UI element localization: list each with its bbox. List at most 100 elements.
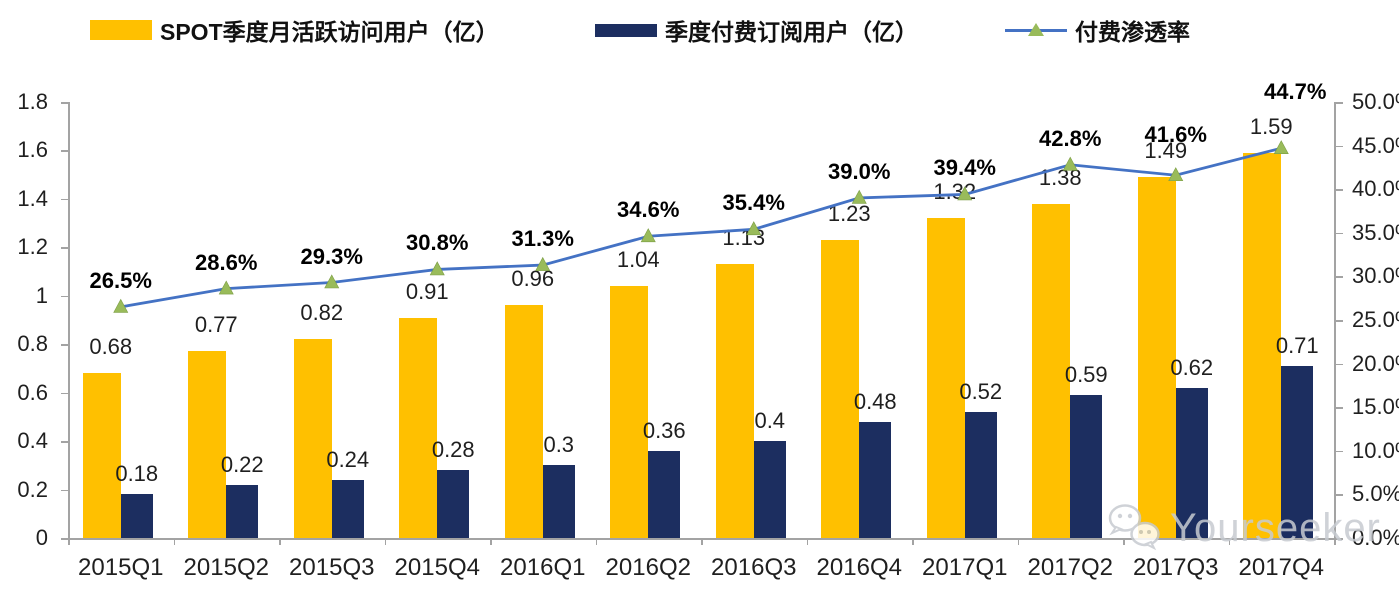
x-axis-tick: [806, 538, 808, 545]
left-axis-tick: [61, 198, 68, 201]
bar-value-label: 0.48: [853, 388, 897, 414]
bar-paid: [1070, 395, 1103, 538]
penetration-value-label: 44.7%: [1264, 79, 1327, 105]
triangle-marker-icon: [324, 274, 340, 289]
right-axis-tick: [1335, 363, 1343, 366]
left-axis-tick: [61, 295, 68, 298]
left-axis-tick-label: 1.4: [17, 185, 48, 211]
triangle-marker-icon: [1028, 23, 1044, 36]
bar-paid: [1281, 366, 1314, 538]
bar-mau: [504, 305, 543, 538]
legend-item-penetration: 付费渗透率: [1005, 16, 1190, 45]
right-axis-tick: [1335, 145, 1343, 148]
left-axis-tick-label: 0.2: [17, 476, 48, 502]
left-axis-tick: [61, 344, 68, 346]
paid-legend-swatch: [595, 23, 657, 37]
x-axis-tick: [68, 538, 70, 545]
right-axis-tick-label: 45.0%: [1352, 132, 1399, 158]
x-axis-category-label: 2016Q2: [605, 554, 691, 581]
bar-value-label: 0.59: [1064, 362, 1108, 388]
watermark: Yourseeker: [1104, 500, 1381, 556]
right-axis-tick: [1335, 450, 1343, 453]
x-axis-category-label: 2017Q2: [1027, 554, 1113, 581]
right-axis-tick: [1335, 494, 1343, 496]
legend-item-mau: SPOT季度月活跃访问用户（亿）: [90, 16, 499, 45]
bar-mau: [610, 286, 649, 538]
paid-legend-label: 季度付费订阅用户（亿）: [665, 19, 918, 45]
bar-value-label: 0.68: [89, 334, 133, 360]
left-axis-tick-label: 0.6: [17, 379, 48, 405]
penetration-value-label: 34.6%: [617, 197, 680, 223]
right-axis-tick: [1335, 538, 1343, 540]
bar-value-label: 1.59: [1249, 113, 1293, 139]
bar-mau: [715, 264, 754, 538]
right-axis-tick-label: 5.0%: [1352, 481, 1399, 507]
bar-paid: [542, 465, 575, 538]
x-axis-tick: [701, 538, 703, 545]
bar-paid: [753, 441, 786, 538]
bar-value-label: 1.13: [722, 225, 766, 251]
left-axis-tick-label: 1.8: [17, 89, 48, 114]
bar-value-label: 1.04: [616, 247, 660, 273]
x-axis-category-label: 2015Q3: [289, 554, 375, 581]
left-axis-tick-label: 0.4: [17, 428, 48, 454]
right-axis-line: [1334, 102, 1336, 538]
x-axis-tick: [1334, 538, 1336, 545]
bar-value-label: 0.71: [1275, 333, 1319, 359]
x-axis-tick: [279, 538, 281, 545]
mau-legend-label: SPOT季度月活跃访问用户（亿）: [160, 19, 499, 45]
penetration-line-path: [120, 146, 1282, 309]
bar-mau: [293, 339, 332, 538]
bar-paid: [120, 494, 153, 538]
x-axis-category-label: 2016Q4: [816, 554, 902, 581]
penetration-value-label: 31.3%: [511, 226, 574, 252]
left-axis-tick: [61, 441, 68, 443]
left-axis-line: [68, 102, 70, 538]
bar-paid: [437, 470, 470, 538]
right-axis-tick-label: 30.0%: [1352, 263, 1399, 289]
x-axis-tick: [1228, 538, 1230, 545]
right-axis-tick-label: 20.0%: [1352, 350, 1399, 376]
right-axis-tick: [1335, 232, 1343, 235]
x-axis-tick: [490, 538, 492, 545]
penetration-value-label: 42.8%: [1039, 125, 1102, 151]
bar-value-label: 1.38: [1038, 164, 1082, 190]
bar-value-label: 0.82: [300, 300, 344, 326]
left-axis-tick-label: 0: [35, 525, 48, 550]
left-axis-tick: [61, 102, 68, 104]
legend-item-paid: 季度付费订阅用户（亿）: [595, 16, 918, 45]
mau-legend-swatch: [90, 20, 152, 40]
bar-value-label: 0.91: [405, 278, 449, 304]
penetration-value-label: 28.6%: [195, 249, 258, 275]
right-axis-tick-label: 25.0%: [1352, 307, 1399, 332]
x-axis-tick: [384, 538, 386, 545]
right-axis-tick: [1335, 276, 1343, 278]
bar-value-label: 0.18: [115, 461, 159, 487]
right-axis-tick-label: 15.0%: [1352, 394, 1399, 420]
right-axis-tick-label: 0.0%: [1352, 525, 1399, 550]
triangle-marker-icon: [113, 298, 129, 313]
triangle-marker-icon: [218, 280, 234, 295]
bar-value-label: 1.32: [933, 179, 977, 205]
penetration-value-label: 30.8%: [406, 230, 469, 256]
penetration-value-label: 29.3%: [300, 243, 363, 269]
penetration-value-label: 35.4%: [722, 190, 785, 216]
bar-value-label: 1.23: [827, 201, 871, 227]
left-axis-tick: [61, 150, 68, 152]
bar-mau: [82, 373, 121, 538]
bar-value-label: 0.4: [754, 408, 786, 434]
right-axis-tick-label: 10.0%: [1352, 437, 1399, 463]
left-axis-tick: [61, 247, 68, 249]
x-axis-category-label: 2016Q3: [711, 554, 797, 581]
left-axis-tick: [61, 392, 68, 395]
bar-value-label: 0.28: [431, 437, 475, 463]
bar-value-label: 0.77: [194, 312, 238, 338]
penetration-value-label: 26.5%: [89, 267, 152, 293]
bar-paid: [648, 450, 681, 538]
bar-paid: [859, 421, 892, 538]
x-axis-category-label: 2016Q1: [500, 554, 586, 581]
penetration-value-label: 41.6%: [1144, 122, 1207, 148]
bar-value-label: 0.96: [511, 266, 555, 292]
bar-value-label: 0.36: [642, 417, 686, 443]
